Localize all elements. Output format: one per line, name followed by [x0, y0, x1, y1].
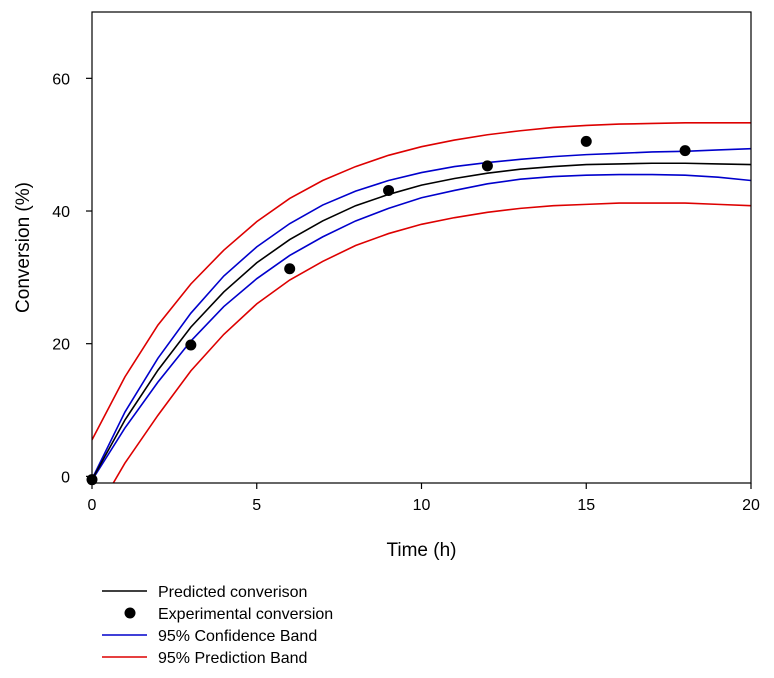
- x-tick-label: 15: [577, 497, 595, 514]
- experimental-point: [383, 184, 395, 196]
- y-tick-label: 60: [52, 71, 70, 88]
- legend: Predicted converison Experimental convers…: [102, 584, 333, 667]
- legend-label-predicted-converison: Predicted converison: [158, 584, 307, 601]
- x-tick-label: 20: [742, 497, 760, 514]
- experimental-point: [185, 339, 197, 351]
- 95-prediction-band-upper-line: [92, 121, 751, 441]
- experimental-point: [679, 145, 691, 157]
- 95-confidence-band-upper-line: [92, 147, 751, 480]
- legend-swatch-experimental-conversion: [124, 607, 136, 619]
- experimental-point: [284, 263, 296, 275]
- experimental-point: [580, 135, 592, 147]
- y-tick-label: 0: [61, 469, 70, 486]
- legend-label-experimental-conversion: Experimental conversion: [158, 606, 333, 623]
- y-tick-label: 40: [52, 204, 70, 221]
- legend-label-95-prediction-band: 95% Prediction Band: [158, 650, 307, 667]
- x-tick-label: 5: [252, 497, 261, 514]
- legend-label-95-confidence-band: 95% Confidence Band: [158, 628, 317, 645]
- y-tick-label: 20: [52, 337, 70, 354]
- 95-confidence-band-lower-line: [92, 173, 751, 481]
- plot-frame: [91, 11, 752, 484]
- x-tick-label: 10: [413, 497, 431, 514]
- x-tick-label: 0: [88, 497, 97, 514]
- x-axis-label: Time (h): [386, 540, 456, 561]
- predicted-conversion-line: [92, 162, 751, 481]
- experimental-point: [481, 160, 493, 172]
- 95-prediction-band-lower-line: [112, 202, 751, 483]
- y-axis-label: Conversion (%): [13, 182, 34, 313]
